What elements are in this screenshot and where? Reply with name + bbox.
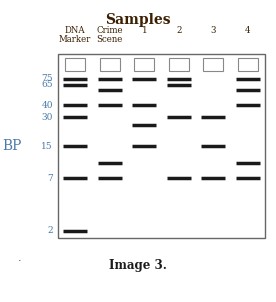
Bar (100, 59, 120, 71)
Text: 1: 1 (141, 26, 147, 35)
Bar (134, 59, 154, 71)
Text: Samples: Samples (105, 13, 171, 27)
Bar (238, 59, 258, 71)
Text: 7: 7 (47, 174, 53, 182)
Text: 75: 75 (41, 74, 53, 83)
Text: 4: 4 (245, 26, 251, 35)
Bar (65, 59, 85, 71)
Bar (203, 59, 223, 71)
Text: Image 3.: Image 3. (109, 259, 167, 272)
Text: 2: 2 (47, 226, 53, 235)
Text: 30: 30 (42, 113, 53, 122)
Bar (58, 54, 265, 238)
Text: 40: 40 (41, 101, 53, 110)
Text: DNA: DNA (65, 26, 86, 35)
Text: 2: 2 (176, 26, 182, 35)
Text: BP: BP (2, 139, 22, 153)
Text: Marker: Marker (59, 35, 91, 44)
Text: 15: 15 (41, 142, 53, 151)
Text: 3: 3 (211, 26, 216, 35)
Bar (169, 59, 189, 71)
Text: 65: 65 (41, 80, 53, 89)
Text: Scene: Scene (97, 35, 123, 44)
Text: .: . (18, 252, 22, 263)
Text: Crime: Crime (96, 26, 123, 35)
